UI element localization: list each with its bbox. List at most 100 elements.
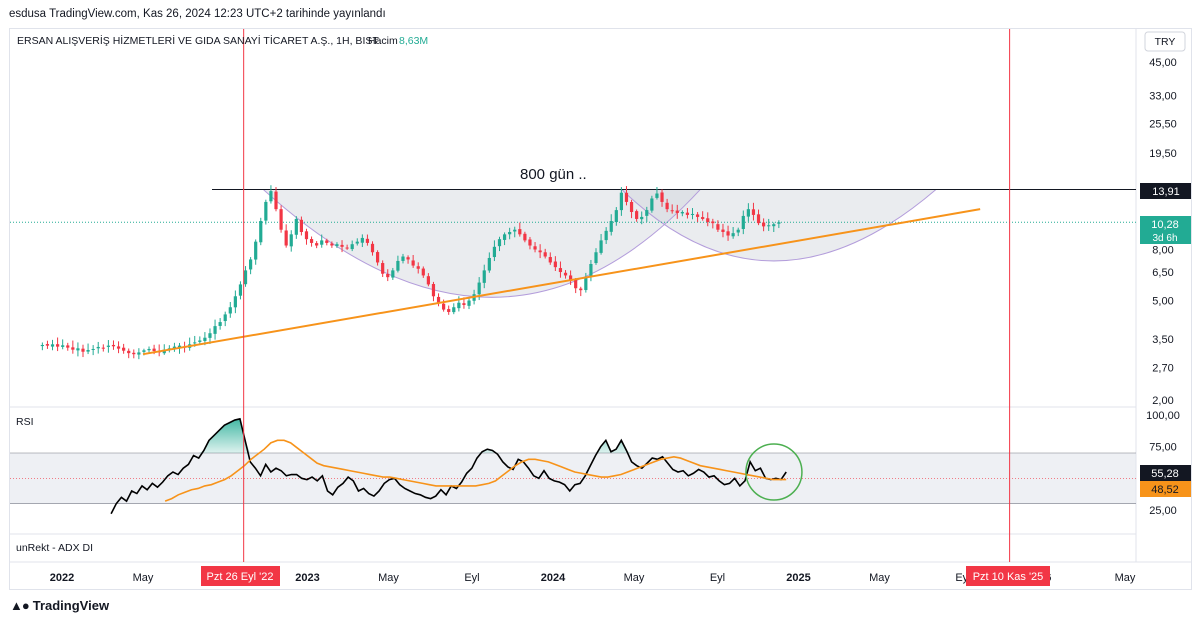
candle-body bbox=[101, 347, 105, 349]
candle-body bbox=[309, 239, 314, 243]
last-price-text: 10,28 bbox=[1151, 219, 1179, 231]
candle-body bbox=[294, 218, 298, 235]
candle-body bbox=[345, 247, 349, 249]
candle-body bbox=[137, 352, 141, 355]
candle-body bbox=[767, 225, 771, 227]
annotation-text[interactable]: 800 gün .. bbox=[520, 166, 587, 183]
candle-body bbox=[91, 348, 95, 350]
candle-body bbox=[208, 333, 212, 338]
date-marker-left-text: Pzt 26 Eyl '22 bbox=[207, 571, 274, 583]
candle-body bbox=[330, 243, 334, 246]
candle-body bbox=[152, 348, 156, 352]
time-tick: May bbox=[624, 572, 645, 584]
candle-body bbox=[543, 252, 547, 257]
candle-body bbox=[233, 296, 237, 308]
candle-body bbox=[193, 342, 197, 344]
candle-body bbox=[736, 229, 740, 233]
date-marker-right bbox=[966, 566, 1050, 586]
rsi-overbought-fill bbox=[193, 418, 751, 453]
candle-body bbox=[477, 282, 481, 295]
candle-body bbox=[411, 260, 415, 266]
last-price-label bbox=[1140, 216, 1191, 244]
adx-title[interactable]: unRekt - ADX DI bbox=[16, 542, 93, 554]
vertical-markers[interactable] bbox=[243, 29, 1011, 562]
candle-body bbox=[756, 214, 761, 224]
rsi-pane[interactable] bbox=[10, 417, 1136, 515]
candle-body bbox=[111, 344, 116, 347]
tradingview-logo[interactable]: ▲● TradingView bbox=[10, 598, 109, 613]
candle-body bbox=[462, 303, 466, 305]
candle-body bbox=[711, 221, 715, 224]
candle-body bbox=[396, 260, 400, 271]
time-tick: May bbox=[1115, 572, 1136, 584]
rsi-band bbox=[10, 453, 1136, 504]
candle-body bbox=[655, 193, 659, 198]
candle-body bbox=[274, 191, 278, 210]
price-pane[interactable] bbox=[10, 185, 1136, 360]
candle-body bbox=[772, 224, 776, 227]
candle-body bbox=[426, 276, 430, 285]
candle-body bbox=[269, 191, 273, 202]
candle-body bbox=[706, 218, 710, 223]
candle-body bbox=[716, 224, 720, 230]
candle-body bbox=[762, 222, 766, 227]
candle-body bbox=[675, 210, 679, 213]
time-tick: Eyl bbox=[464, 572, 479, 584]
published-text: esdusa TradingView.com, Kas 26, 2024 12:… bbox=[9, 8, 386, 20]
volume-value: 8,63M bbox=[399, 35, 428, 47]
candle-body bbox=[50, 344, 55, 347]
candle-body bbox=[198, 340, 202, 342]
date-marker-right-text: Pzt 10 Kas '25 bbox=[973, 571, 1044, 583]
candle-body bbox=[249, 259, 253, 270]
rsi-tick: 25,00 bbox=[1149, 505, 1177, 517]
rsi-ma-text: 48,52 bbox=[1151, 484, 1179, 496]
candle-body bbox=[574, 279, 578, 289]
rsi-title[interactable]: RSI bbox=[16, 416, 34, 428]
candle-body bbox=[355, 241, 359, 244]
candle-body bbox=[416, 266, 420, 269]
candle-body bbox=[350, 244, 354, 250]
rsi-value-text: 55,28 bbox=[1151, 468, 1179, 480]
candle-body bbox=[528, 239, 532, 246]
time-tick: May bbox=[869, 572, 890, 584]
price-tick: 8,00 bbox=[1152, 245, 1173, 257]
candle-body bbox=[142, 350, 146, 352]
candle-body bbox=[436, 296, 441, 303]
candle-body bbox=[66, 345, 70, 348]
candle-body bbox=[320, 240, 324, 245]
candle-body bbox=[172, 346, 177, 349]
candle-body bbox=[569, 275, 573, 281]
candle-body bbox=[604, 230, 608, 241]
price-tick: 3,50 bbox=[1152, 334, 1173, 346]
candle-body bbox=[254, 241, 258, 260]
candle-body bbox=[147, 348, 151, 351]
candle-body bbox=[391, 270, 395, 278]
candle-body bbox=[680, 212, 684, 214]
candle-body bbox=[340, 244, 344, 247]
candle-body bbox=[259, 221, 263, 243]
candle-body bbox=[609, 221, 613, 232]
axes: 45,00 33,00 25,50 19,50 8,00 6,50 5,00 3,50 2,70… bbox=[50, 57, 1180, 584]
candle-body bbox=[685, 212, 690, 215]
candle-body bbox=[635, 211, 639, 219]
candle-body bbox=[650, 198, 654, 211]
candle-body bbox=[406, 257, 410, 260]
candle-body bbox=[690, 213, 695, 215]
currency-button[interactable] bbox=[1144, 31, 1186, 52]
candle-body bbox=[304, 231, 309, 240]
candle-body bbox=[264, 201, 268, 221]
candle-body bbox=[370, 243, 375, 253]
cup-arc bbox=[262, 189, 701, 298]
price-tick: 2,00 bbox=[1152, 395, 1173, 407]
candle-body bbox=[177, 345, 182, 348]
cup-fill bbox=[263, 189, 701, 298]
price-tick: 25,50 bbox=[1149, 119, 1177, 131]
resistance-price-label bbox=[1140, 183, 1191, 199]
candle-body bbox=[467, 300, 471, 306]
published-bar: esdusa TradingView.com, Kas 26, 2024 12:… bbox=[0, 0, 1200, 28]
candle-body bbox=[533, 246, 537, 250]
candle-body bbox=[447, 309, 451, 312]
candle-body bbox=[695, 214, 700, 217]
candle-body bbox=[106, 345, 110, 347]
